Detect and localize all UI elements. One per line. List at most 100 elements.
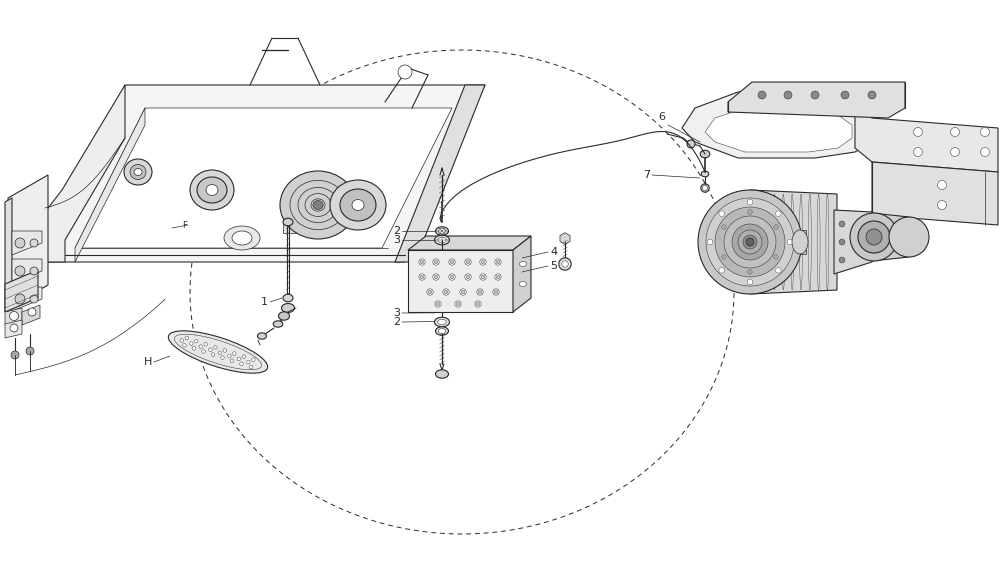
Polygon shape: [45, 85, 485, 262]
Ellipse shape: [700, 150, 710, 158]
Polygon shape: [12, 231, 42, 255]
Ellipse shape: [455, 301, 461, 307]
Text: 6: 6: [658, 112, 666, 122]
Circle shape: [204, 342, 208, 346]
Circle shape: [252, 358, 255, 361]
Ellipse shape: [438, 328, 446, 334]
Circle shape: [30, 267, 38, 275]
Ellipse shape: [352, 200, 364, 211]
Ellipse shape: [278, 312, 290, 320]
Text: 4: 4: [550, 247, 557, 257]
Circle shape: [938, 180, 946, 190]
Ellipse shape: [495, 259, 501, 265]
Ellipse shape: [197, 177, 227, 203]
Ellipse shape: [450, 260, 454, 264]
Circle shape: [787, 239, 793, 245]
Ellipse shape: [436, 370, 448, 378]
Ellipse shape: [866, 229, 882, 245]
Polygon shape: [682, 92, 872, 158]
Ellipse shape: [738, 230, 762, 254]
Ellipse shape: [134, 169, 142, 176]
Polygon shape: [75, 108, 145, 262]
Ellipse shape: [461, 290, 465, 294]
Circle shape: [748, 210, 752, 214]
Circle shape: [747, 279, 753, 285]
Ellipse shape: [26, 347, 34, 355]
Circle shape: [784, 91, 792, 99]
Ellipse shape: [444, 290, 448, 294]
Text: 2: 2: [393, 317, 400, 327]
Bar: [794, 230, 806, 254]
Circle shape: [211, 353, 215, 356]
Ellipse shape: [466, 260, 470, 264]
Circle shape: [214, 346, 217, 349]
Text: H: H: [144, 357, 152, 367]
Circle shape: [194, 339, 198, 343]
Ellipse shape: [481, 275, 485, 279]
Ellipse shape: [706, 198, 794, 286]
Ellipse shape: [477, 289, 483, 295]
Ellipse shape: [701, 184, 709, 192]
Polygon shape: [12, 259, 42, 283]
Ellipse shape: [687, 140, 695, 148]
Circle shape: [249, 365, 253, 369]
Circle shape: [10, 311, 18, 321]
Circle shape: [914, 147, 922, 157]
Ellipse shape: [850, 213, 898, 261]
Polygon shape: [45, 85, 125, 262]
Ellipse shape: [436, 227, 448, 235]
Polygon shape: [872, 162, 998, 225]
Ellipse shape: [889, 217, 929, 257]
Ellipse shape: [475, 301, 481, 307]
Circle shape: [223, 349, 227, 352]
Ellipse shape: [282, 303, 294, 313]
Text: 3: 3: [393, 235, 400, 245]
Circle shape: [240, 362, 243, 365]
Ellipse shape: [330, 180, 386, 230]
Circle shape: [839, 257, 845, 263]
Ellipse shape: [443, 289, 449, 295]
Ellipse shape: [493, 289, 499, 295]
Ellipse shape: [224, 226, 260, 250]
Ellipse shape: [456, 302, 460, 306]
Circle shape: [247, 360, 250, 364]
Circle shape: [707, 239, 713, 245]
Text: 7: 7: [643, 170, 650, 180]
Ellipse shape: [702, 186, 708, 190]
Polygon shape: [834, 210, 872, 274]
Ellipse shape: [280, 171, 356, 239]
Circle shape: [15, 294, 25, 304]
Ellipse shape: [449, 259, 455, 265]
Circle shape: [719, 267, 725, 273]
Polygon shape: [513, 236, 531, 312]
Circle shape: [15, 266, 25, 276]
Ellipse shape: [465, 274, 471, 280]
Ellipse shape: [438, 237, 446, 242]
Ellipse shape: [466, 275, 470, 279]
Polygon shape: [728, 82, 905, 118]
Circle shape: [719, 211, 725, 216]
Polygon shape: [5, 308, 22, 325]
Ellipse shape: [283, 294, 293, 302]
Ellipse shape: [273, 321, 283, 327]
Polygon shape: [408, 236, 531, 250]
Polygon shape: [22, 305, 40, 325]
Polygon shape: [75, 108, 452, 248]
Ellipse shape: [746, 238, 754, 246]
Ellipse shape: [559, 258, 571, 270]
Ellipse shape: [495, 274, 501, 280]
Ellipse shape: [732, 224, 768, 260]
Circle shape: [180, 339, 184, 342]
Ellipse shape: [419, 274, 425, 280]
Ellipse shape: [420, 275, 424, 279]
Ellipse shape: [858, 221, 890, 253]
Ellipse shape: [434, 275, 438, 279]
Ellipse shape: [519, 262, 527, 266]
Circle shape: [938, 201, 946, 209]
Ellipse shape: [480, 259, 486, 265]
Ellipse shape: [434, 260, 438, 264]
Text: 2: 2: [393, 226, 400, 236]
Ellipse shape: [450, 275, 454, 279]
Circle shape: [747, 199, 753, 205]
Ellipse shape: [698, 190, 802, 294]
